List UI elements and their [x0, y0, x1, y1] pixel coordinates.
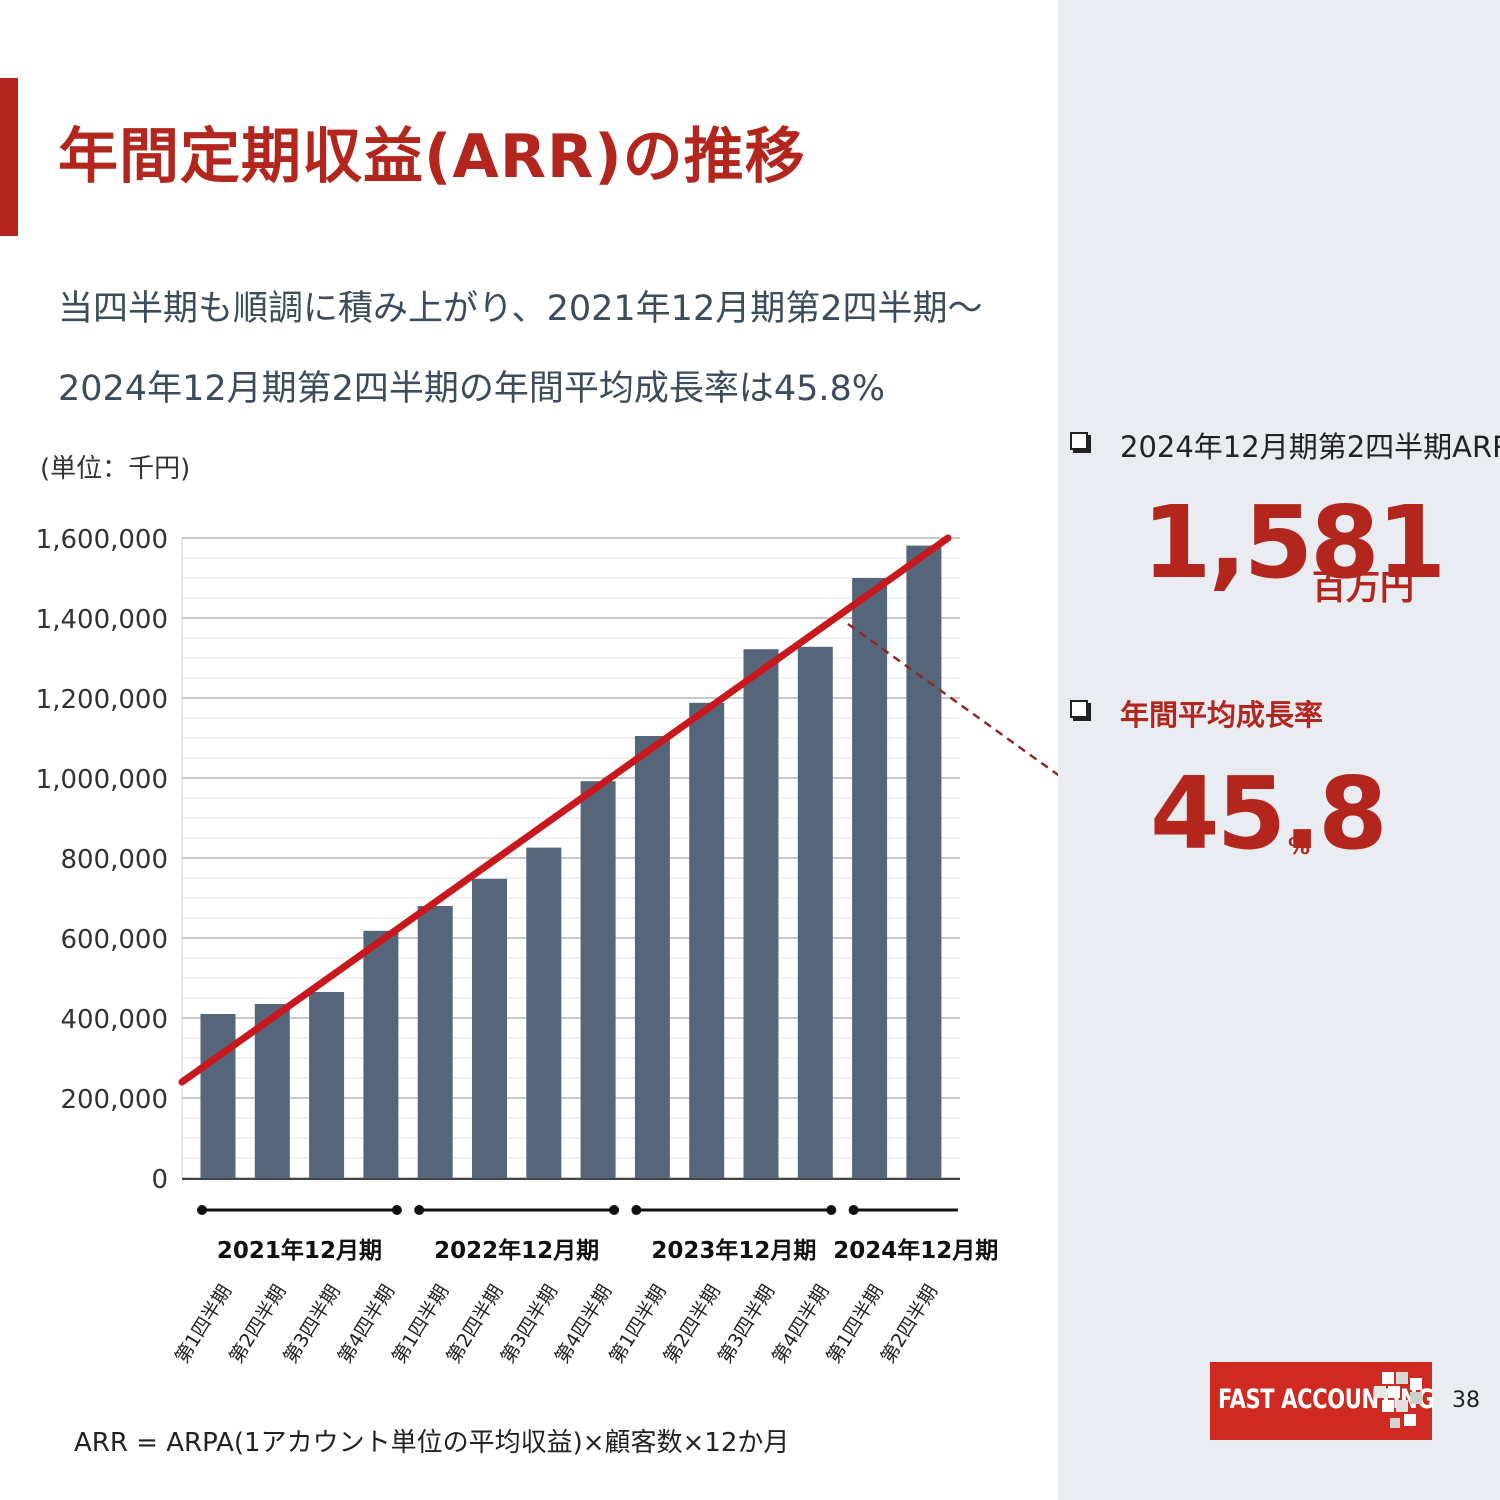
bar: [526, 847, 562, 1178]
title-accent-bar: [0, 78, 18, 236]
y-tick-label: 1,000,000: [36, 765, 168, 795]
checkbox-bullet-icon: [1070, 432, 1088, 450]
bar: [363, 930, 399, 1178]
company-logo: FAST ACCOUNTING: [1210, 1362, 1435, 1440]
bar: [417, 906, 453, 1178]
group-label: 2024年12月期: [833, 1237, 998, 1264]
y-tick-label: 0: [151, 1165, 168, 1195]
y-tick-label: 400,000: [60, 1005, 168, 1035]
summary-panel: [1058, 0, 1500, 1500]
logo-pixel-mark-icon: [1374, 1372, 1422, 1428]
arr-label: 2024年12月期第2四半期ARR: [1120, 430, 1500, 464]
bar: [309, 992, 345, 1178]
bar: [906, 545, 942, 1178]
group-bracket-dot: [609, 1205, 620, 1215]
page-title: 年間定期収益(ARR)の推移: [58, 122, 806, 192]
bar: [743, 649, 779, 1178]
group-bracket-dot: [848, 1205, 859, 1215]
arr-value: 1,581: [1142, 484, 1446, 601]
y-tick-label: 800,000: [60, 845, 168, 875]
group-bracket-dot: [391, 1205, 402, 1215]
growth-value: 45.8: [1150, 755, 1388, 872]
bar: [200, 1014, 236, 1178]
bar: [852, 578, 888, 1178]
bar: [580, 781, 616, 1178]
checkbox-bullet-icon: [1070, 700, 1088, 718]
subtitle-line-2: 2024年12月期第2四半期の年間平均成長率は45.8%: [58, 369, 886, 409]
group-label: 2021年12月期: [217, 1237, 382, 1264]
arr-formula: ARR = ARPA(1アカウント単位の平均収益)×顧客数×12か月: [74, 1428, 790, 1458]
group-label: 2022年12月期: [434, 1237, 599, 1264]
group-bracket-dot: [631, 1205, 642, 1215]
y-tick-label: 1,400,000: [36, 605, 168, 635]
arr-unit: 百万円: [1312, 568, 1414, 608]
bar: [797, 646, 833, 1178]
unit-label: (単位：千円): [40, 454, 191, 484]
group-bracket-dot: [826, 1205, 837, 1215]
arr-bar-chart: 0 200,000 400,000 600,000 800,000 1,000,000 1,…: [36, 525, 1058, 1367]
y-tick-label: 1,200,000: [36, 685, 168, 715]
group-label: 2023年12月期: [651, 1237, 816, 1264]
bar: [634, 736, 670, 1178]
bar: [254, 1004, 290, 1178]
subtitle-line-1: 当四半期も順調に積み上がり、2021年12月期第2四半期～: [58, 289, 983, 329]
group-bracket-dot: [414, 1205, 425, 1215]
group-bracket-dot: [197, 1205, 207, 1215]
trend-line: [178, 534, 952, 1086]
y-tick-label: 200,000: [60, 1085, 168, 1115]
growth-label: 年間平均成長率: [1120, 698, 1324, 732]
y-tick-label: 600,000: [60, 925, 168, 955]
growth-unit: %: [1288, 835, 1311, 860]
bar: [689, 702, 725, 1178]
y-tick-label: 1,600,000: [36, 525, 168, 555]
bar: [472, 878, 507, 1178]
page-number: 38: [1452, 1388, 1480, 1413]
